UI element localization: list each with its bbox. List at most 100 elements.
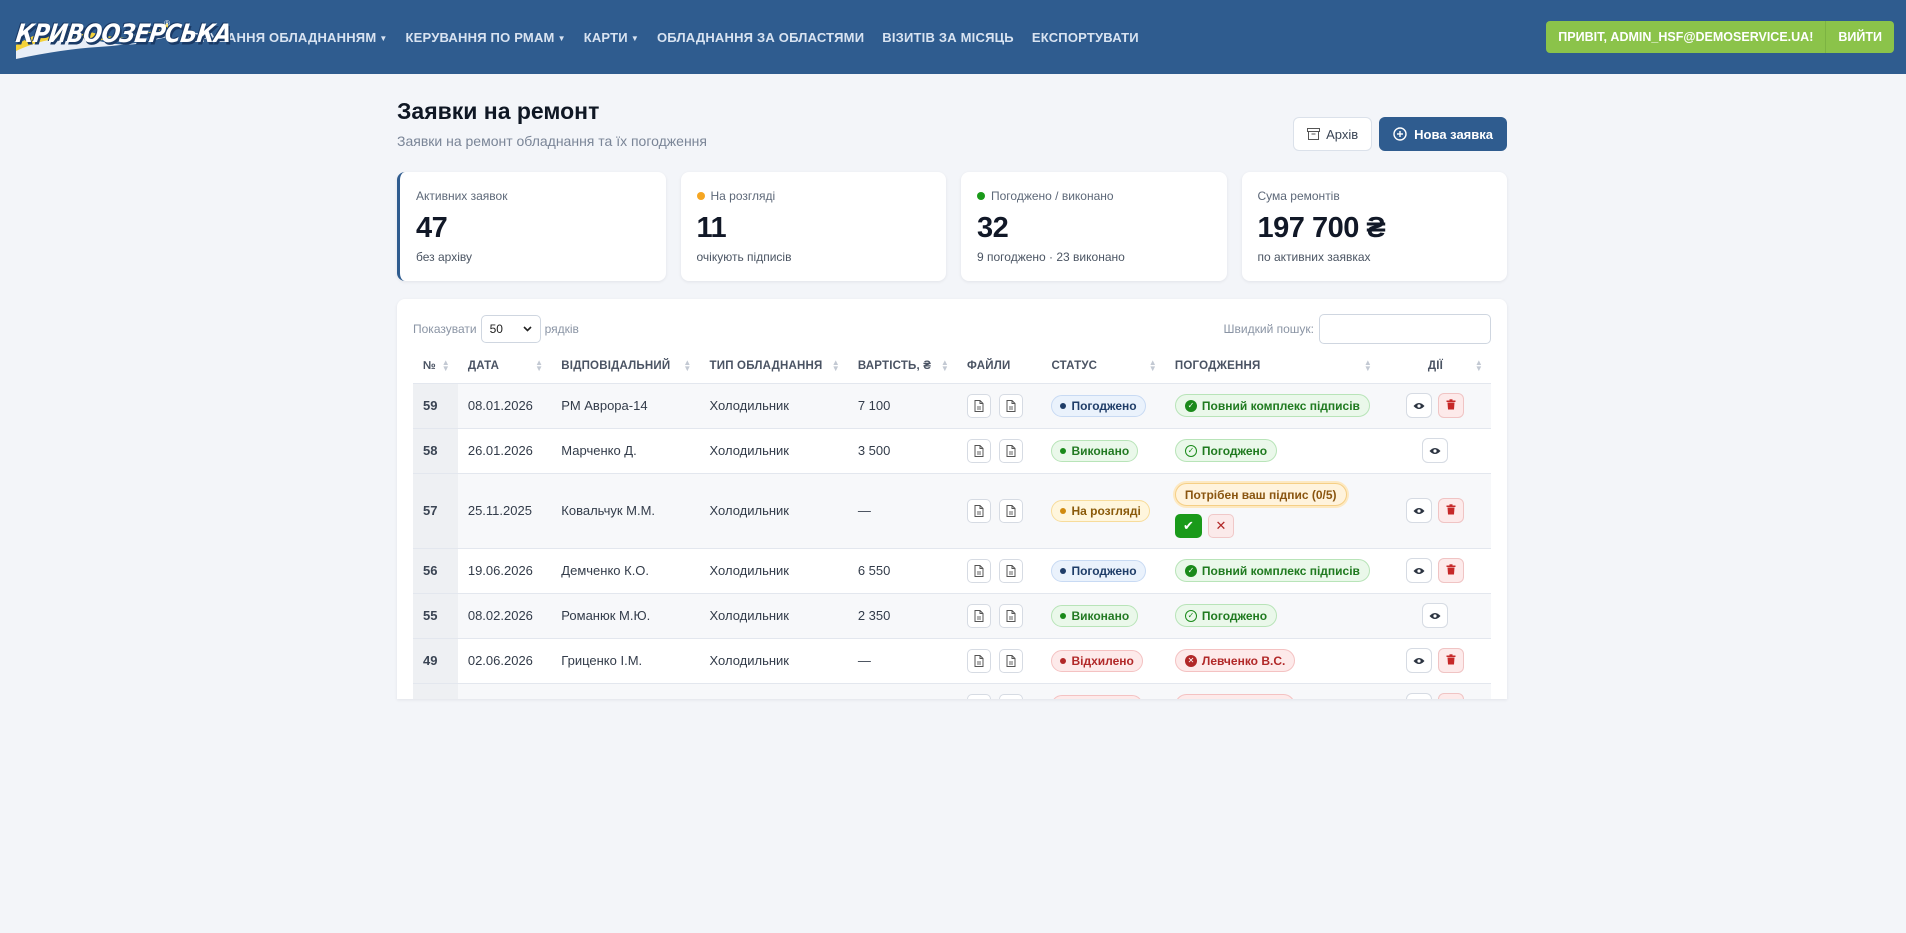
file-doc-icon[interactable] [967,558,992,583]
stat-label-row: Активних заявок [416,189,650,203]
column-header-6[interactable]: СТАТУС ▲ ▼ [1041,349,1164,383]
stat-label: Активних заявок [416,189,508,203]
column-header-1[interactable]: ДАТА ▲ ▼ [458,349,551,383]
delete-button[interactable] [1438,693,1465,699]
column-header-7[interactable]: ПОГОДЖЕННЯ ▲ ▼ [1165,349,1380,383]
search-input[interactable] [1319,314,1491,344]
cell-status: Відхилено [1041,682,1165,699]
stats-row: Активних заявок 47 без архіву На розгляді 11… [397,172,1507,281]
view-button[interactable] [1406,558,1433,583]
cell-cost: 2 350 [847,592,958,638]
rows-per-page-select[interactable]: 50 [480,315,541,343]
cell-files [957,637,1042,683]
plus-circle-icon [1393,127,1407,141]
cell-number: 58 [413,427,458,473]
new-request-label: Нова заявка [1414,126,1493,142]
table-row[interactable]: 56 19.06.2026 Демченко К.О. Холодильник 6 55… [413,547,1491,593]
archive-button[interactable]: Архів [1293,117,1373,151]
table-row[interactable]: 59 08.01.2026 РМ Аврора-14 Холодильник 7 100… [413,382,1491,428]
file-doc-icon[interactable] [967,498,992,523]
cell-responsible: РМ Аврора-14 [551,382,700,428]
file-doc-icon[interactable] [967,438,992,463]
cell-actions [1379,382,1491,428]
table-row[interactable]: 55 08.02.2026 Романюк М.Ю. Холодильник 2 350… [413,592,1491,638]
cell-actions [1379,547,1491,593]
nav-item-1[interactable]: КЕРУВАННЯ ПО РМАМ ▼ [406,30,566,45]
file-doc-icon[interactable] [967,648,992,673]
approve-sign-button[interactable]: ✔ [1174,514,1202,538]
nav-item-label: КАРТИ [583,29,628,45]
cell-approval: Потрібен ваш підпис (0/5) ✔ ✕ [1164,472,1380,548]
check-circle-outline-icon: ✓ [1184,444,1197,457]
approval-badge: ✕ Левченко В.С. [1174,649,1296,672]
logo-text: КРИВООЗЕРСЬКА [13,20,233,49]
status-badge: На розгляді [1051,499,1150,522]
status-text: Погоджено [1071,563,1137,578]
sort-arrows-icon: ▲ ▼ [940,358,950,373]
table-row[interactable]: 49 02.06.2026 Гриценко І.М. Холодильник — Від… [413,637,1491,683]
cell-number: 48 [413,682,458,699]
file-doc-icon[interactable] [999,438,1024,463]
stat-label-row: Сума ремонтів [1258,189,1492,203]
table-row[interactable]: 58 26.01.2026 Марченко Д. Холодильник 3 500 В… [413,427,1491,473]
nav-item-label: КЕРУВАННЯ ПО РМАМ [405,29,555,45]
check-icon: ✔ [1182,518,1194,533]
new-request-button[interactable]: Нова заявка [1379,117,1507,151]
status-badge: Відхилено [1051,649,1143,672]
logout-button[interactable]: ВИЙТИ [1826,21,1894,53]
brand-logo[interactable]: КРИВООЗЕРСЬКА ® [14,9,233,65]
cell-approval: ✓ Повний комплекс підписів [1164,382,1380,428]
file-doc-icon[interactable] [999,603,1024,628]
delete-button[interactable] [1438,498,1465,523]
file-doc-icon[interactable] [999,393,1024,418]
column-header-3[interactable]: ТИП ОБЛАДНАННЯ ▲ ▼ [700,349,848,383]
column-header-8[interactable]: ДІЇ ▲ ▼ [1380,349,1491,383]
cell-cost: 3 500 [847,427,958,473]
column-header-2[interactable]: ВІДПОВІДАЛЬНИЙ ▲ ▼ [551,349,699,383]
file-doc-icon[interactable] [999,498,1024,523]
nav-item-2[interactable]: КАРТИ ▼ [584,30,639,45]
cell-approval: ✓ Погоджено [1164,592,1380,638]
cell-date: 01.05.2026 [457,682,552,699]
status-dot-icon [696,192,705,200]
column-header-label: ПОГОДЖЕННЯ [1174,359,1261,372]
column-header-4[interactable]: ВАРТІСТЬ, ₴ ▲ ▼ [848,349,957,383]
file-doc-icon[interactable] [967,693,992,699]
file-doc-icon[interactable] [967,603,992,628]
stat-sub: очікують підписів [696,250,792,264]
file-doc-icon[interactable] [999,648,1024,673]
column-header-label: ВІДПОВІДАЛЬНИЙ [561,359,671,372]
nav-item-3[interactable]: ОБЛАДНАННЯ ЗА ОБЛАСТЯМИ [657,30,864,45]
file-doc-icon[interactable] [999,693,1024,699]
cell-approval: ✕ Левченко В.С. [1164,637,1380,683]
logo-wave-graphic [16,23,168,59]
stat-label-row: На розгляді [696,189,931,203]
reject-sign-button[interactable]: ✕ [1207,514,1234,538]
delete-button[interactable] [1438,648,1465,673]
cell-date: 19.06.2026 [457,547,552,593]
view-button[interactable] [1422,603,1449,628]
nav-item-4[interactable]: ВІЗИТІВ ЗА МІСЯЦЬ [882,30,1014,45]
user-greeting-button[interactable]: ПРИВІТ, ADMIN_HSF@DEMOSERVICE.UA! [1546,21,1827,53]
file-doc-icon[interactable] [999,558,1024,583]
view-button[interactable] [1406,648,1433,673]
table-row[interactable]: 57 25.11.2025 Ковальчук М.М. Холодильник — На… [413,472,1491,548]
nav-item-5[interactable]: ЕКСПОРТУВАТИ [1032,30,1139,45]
cell-files [957,592,1042,638]
view-button[interactable] [1406,693,1433,699]
view-button[interactable] [1406,393,1433,418]
view-button[interactable] [1406,498,1433,523]
delete-button[interactable] [1438,558,1465,583]
column-header-5[interactable]: ФАЙЛИ [957,349,1041,383]
status-dot-icon [1060,612,1067,619]
table-row[interactable]: 4801.05.2026Савчук Ю.А.Холодильник— Відхи… [413,682,1491,699]
cell-equipment-type: Холодильник [699,547,848,593]
delete-button[interactable] [1438,393,1465,418]
column-header-0[interactable]: № ▲ ▼ [413,349,458,383]
sort-arrows-icon: ▲ ▼ [441,358,450,373]
view-button[interactable] [1422,438,1449,463]
nav-item-0[interactable]: КЕРУВАННЯ ОБЛАДНАННЯМ ▼ [184,30,388,45]
user-controls: ПРИВІТ, ADMIN_HSF@DEMOSERVICE.UA! ВИЙТИ [1546,21,1894,53]
file-doc-icon[interactable] [967,393,992,418]
cell-status: Погоджено [1041,547,1165,593]
